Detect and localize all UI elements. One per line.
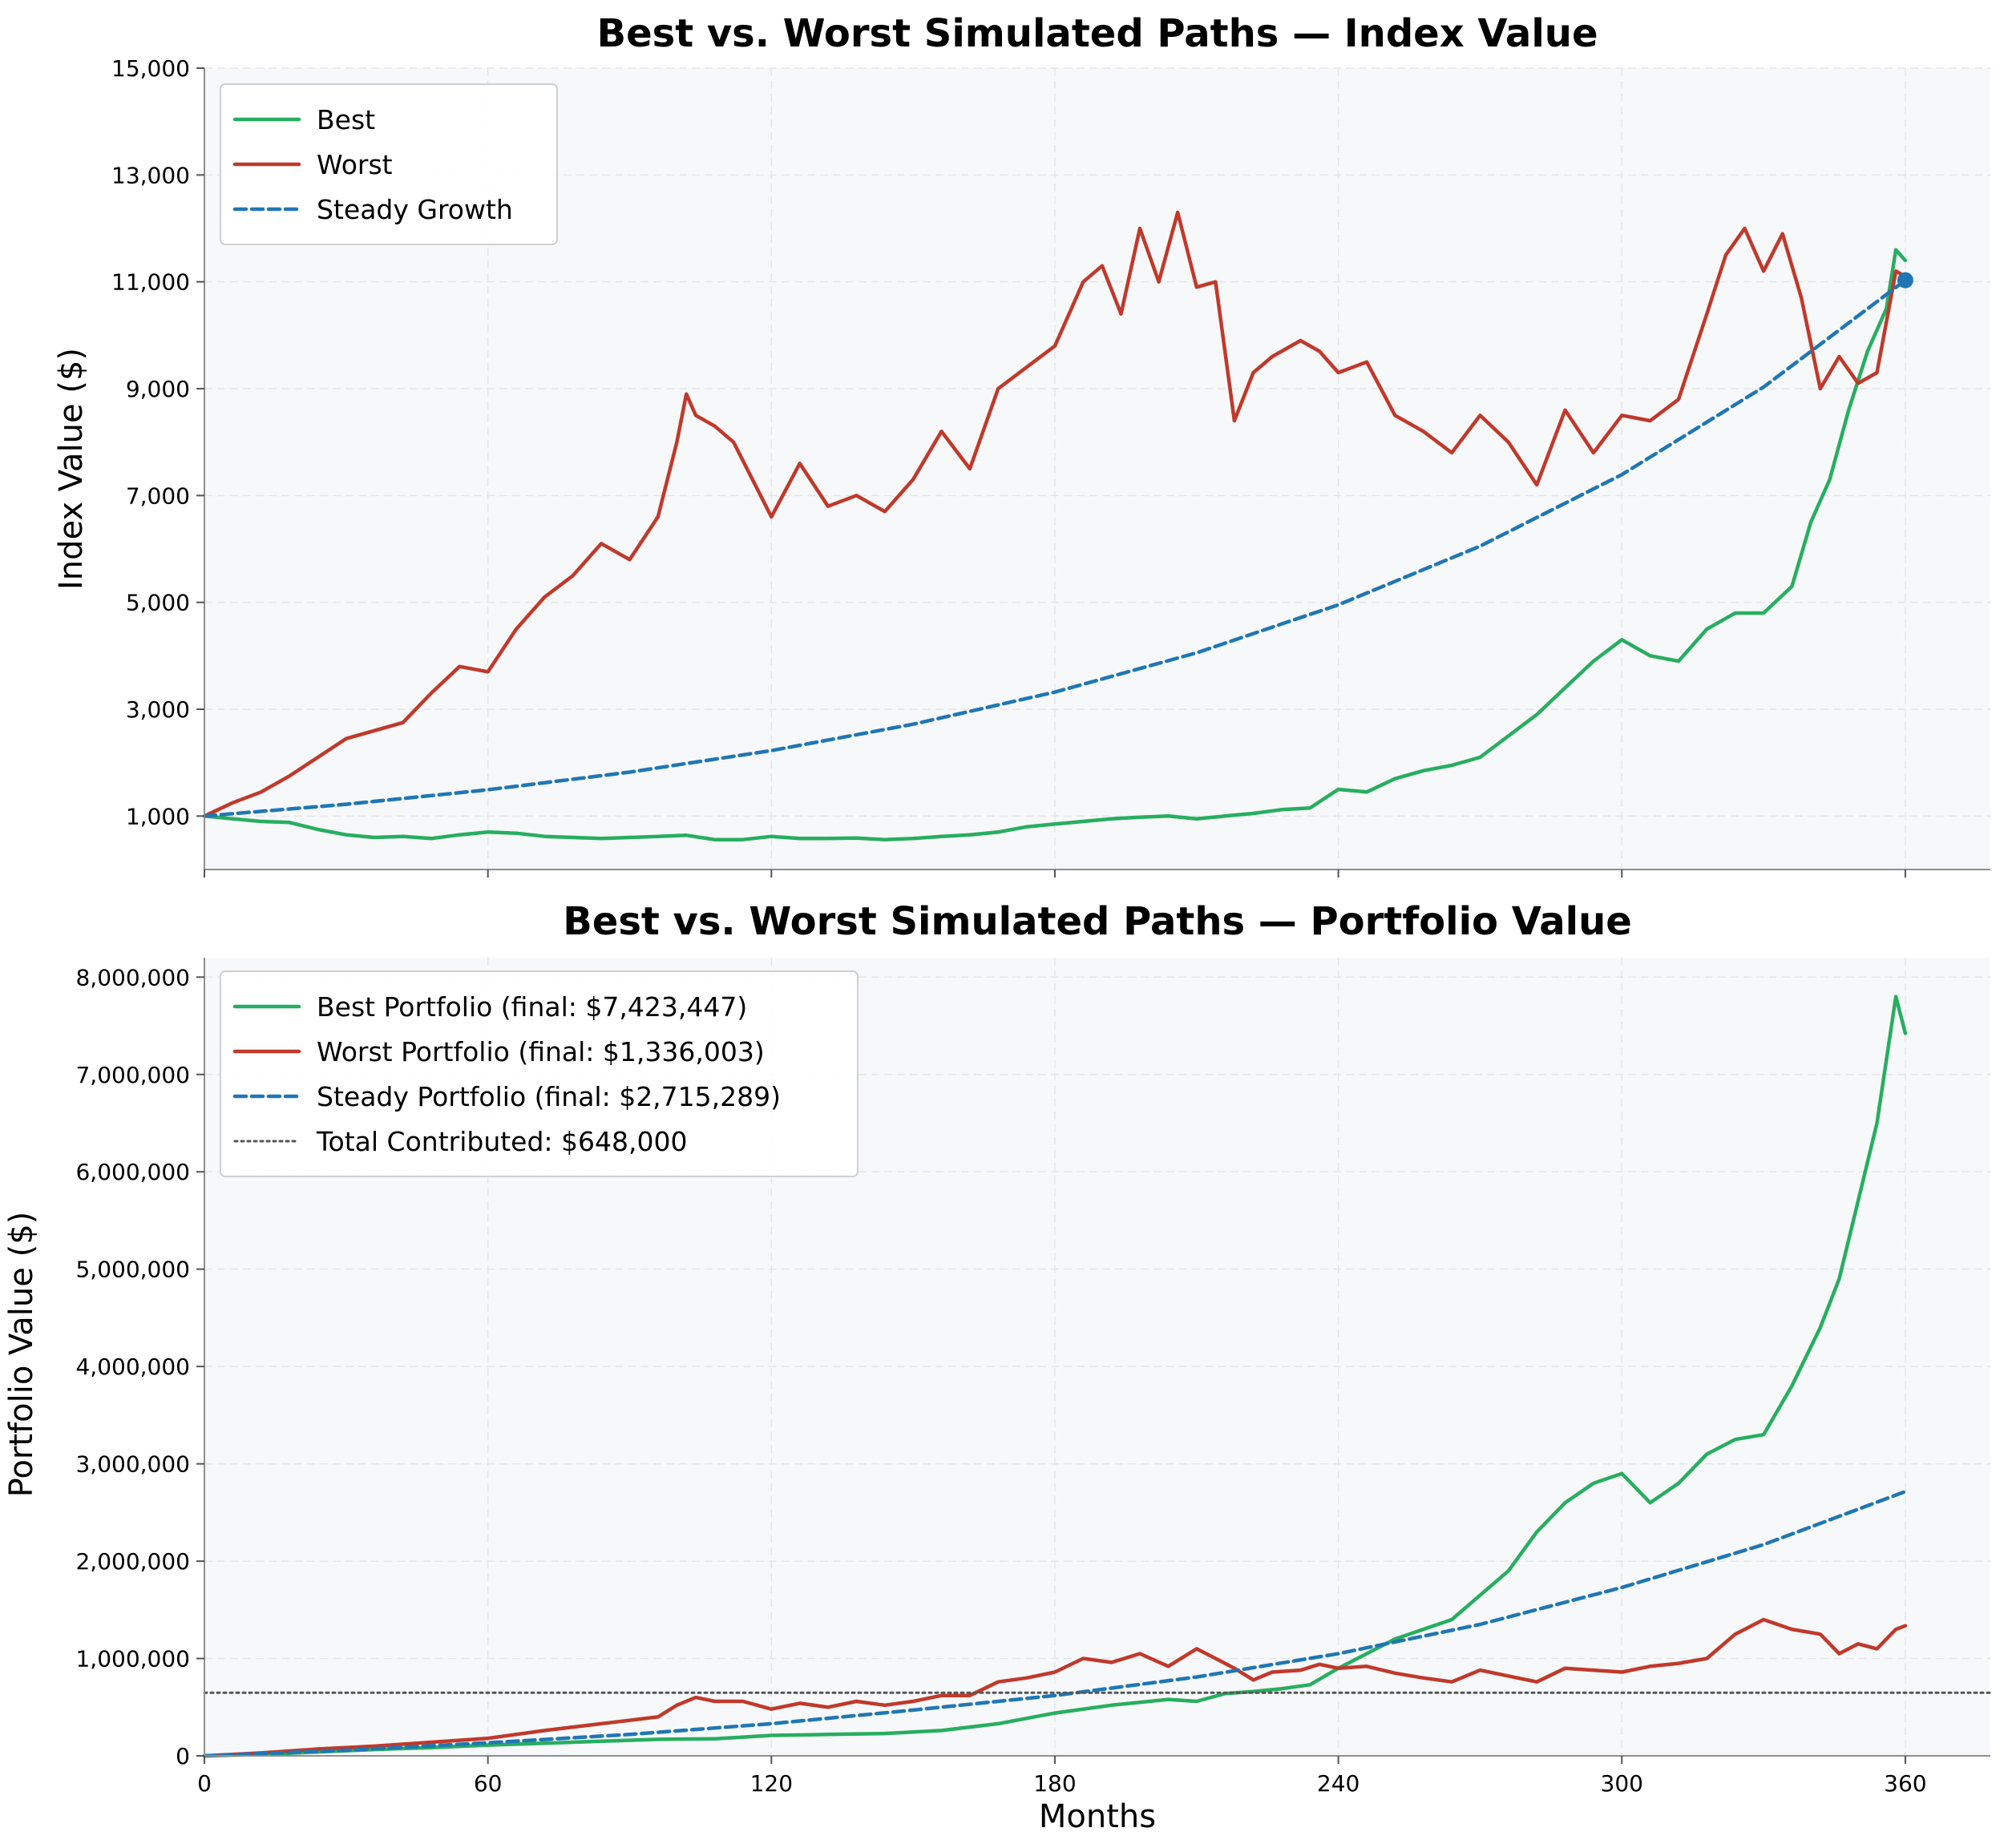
series-line-steady-growth	[202, 278, 1908, 818]
legend: Best Portfolio (final: $7,423,447) Worst …	[220, 970, 859, 1177]
y-tick-label: 4,000,000	[75, 1354, 190, 1380]
legend-label-steady-portfolio-final-2-715-289: Steady Portfolio (final: $2,715,289)	[317, 1081, 781, 1112]
y-tick-label: 5,000,000	[75, 1257, 190, 1283]
x-tick-label: 60	[474, 1770, 503, 1797]
y-tick-label: 1,000,000	[75, 1646, 190, 1672]
index-value-panel: 1,000 3,000 5,000 7,000 9,000 11,000 13,000 15,…	[53, 11, 1990, 878]
axis-ticks: 1,000 3,000 5,000 7,000 9,000 11,000 13,000 15,…	[111, 55, 1906, 878]
y-tick-label: 0	[176, 1743, 190, 1769]
legend-label-steady-growth: Steady Growth	[317, 194, 513, 225]
y-tick-label: 3,000	[126, 696, 190, 723]
x-tick-label: 240	[1317, 1770, 1360, 1797]
series-line-steady-portfolio-final-2-715-289	[202, 1489, 1908, 1758]
legend-label-best-portfolio-final-7-423-447: Best Portfolio (final: $7,423,447)	[317, 991, 747, 1023]
y-tick-label: 2,000,000	[75, 1548, 190, 1575]
end-point-marker	[1897, 272, 1913, 288]
axis-ticks: 0 1,000,000 2,000,000 3,000,000 4,000,000 5,0…	[75, 964, 1926, 1797]
y-axis-label: Portfolio Value ($)	[3, 1212, 40, 1497]
series-line-worst-portfolio-final-1-336-003	[202, 1617, 1908, 1758]
y-axis-label: Index Value ($)	[53, 348, 90, 590]
portfolio-value-panel: 0 1,000,000 2,000,000 3,000,000 4,000,000 5,0…	[3, 899, 1992, 1835]
x-tick-label: 0	[197, 1770, 212, 1797]
legend-label-best: Best	[317, 104, 375, 135]
series-lines	[202, 995, 1992, 1758]
gridlines	[204, 67, 1990, 870]
y-tick-label: 8,000,000	[75, 964, 190, 991]
y-tick-label: 3,000,000	[75, 1451, 190, 1478]
y-tick-label: 5,000	[126, 590, 190, 616]
legend-label-worst: Worst	[317, 149, 393, 180]
x-tick-label: 360	[1884, 1770, 1926, 1797]
y-tick-label: 1,000	[126, 803, 190, 829]
series-line-worst	[202, 210, 1908, 818]
x-tick-label: 180	[1033, 1770, 1076, 1797]
series-line-best	[202, 248, 1908, 841]
legend-box	[220, 83, 558, 245]
legend-box	[220, 970, 859, 1177]
series-line-best-portfolio-final-7-423-447	[202, 995, 1908, 1758]
end-markers	[1897, 272, 1913, 288]
x-axis-label: Months	[1039, 1798, 1156, 1835]
x-tick-label: 300	[1601, 1770, 1643, 1797]
legend-label-total-contributed-648-000: Total Contributed: $648,000	[316, 1126, 688, 1157]
chart-title: Best vs. Worst Simulated Paths — Index V…	[596, 11, 1598, 56]
x-tick-label: 120	[750, 1770, 793, 1797]
y-tick-label: 11,000	[111, 269, 190, 296]
legend: Best Worst Steady Growth	[220, 83, 558, 245]
chart-title: Best vs. Worst Simulated Paths — Portfol…	[563, 899, 1632, 944]
y-tick-label: 9,000	[126, 376, 190, 402]
y-tick-label: 15,000	[111, 55, 190, 82]
y-tick-label: 6,000,000	[75, 1159, 190, 1185]
y-tick-label: 13,000	[111, 162, 190, 188]
y-tick-label: 7,000	[126, 482, 190, 509]
series-lines	[202, 210, 1908, 841]
y-tick-label: 7,000,000	[75, 1062, 190, 1088]
legend-label-worst-portfolio-final-1-336-003: Worst Portfolio (final: $1,336,003)	[317, 1036, 765, 1067]
